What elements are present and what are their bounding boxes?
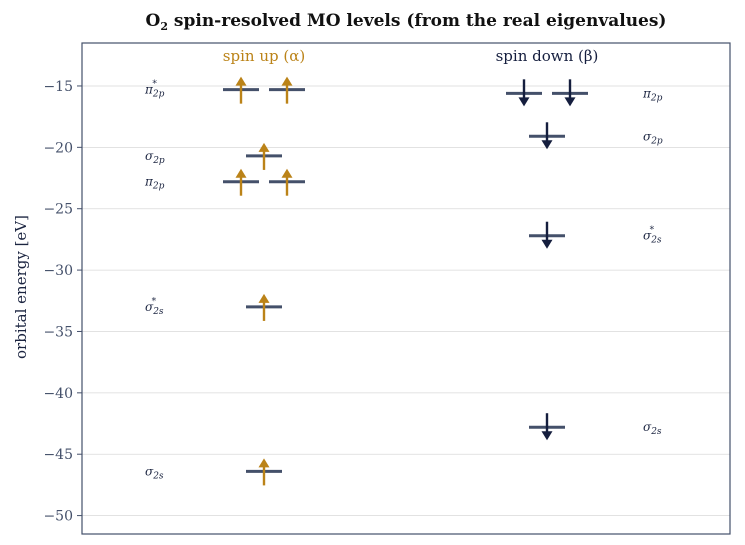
spin-up-arrow bbox=[281, 76, 293, 104]
spin-up-arrow bbox=[235, 76, 247, 104]
y-axis-ticks: −15 −20 −25 −30 −35 −40 −45 −50 bbox=[43, 79, 82, 525]
chart-title-rest: spin-resolved MO levels (from the real e… bbox=[168, 11, 667, 31]
orbital-label: σ2s* bbox=[145, 297, 164, 317]
y-tick-label: −30 bbox=[43, 263, 73, 279]
level-down: σ2s bbox=[529, 413, 662, 441]
level-up: σ2p bbox=[145, 142, 282, 170]
level-up: σ2s* bbox=[145, 293, 282, 321]
orbital-label: σ2p bbox=[643, 129, 663, 146]
spin-up-arrow bbox=[258, 458, 270, 486]
chart-title-main: O bbox=[146, 11, 161, 31]
spin-down-arrow bbox=[518, 79, 530, 107]
level-down: σ2p bbox=[529, 122, 663, 150]
level-up: π2p* bbox=[144, 76, 305, 104]
y-tick-label: −35 bbox=[43, 324, 73, 340]
spin-up-arrow bbox=[258, 142, 270, 170]
orbital-label: σ2s bbox=[145, 464, 164, 481]
y-tick-label: −50 bbox=[43, 509, 73, 525]
orbital-label: σ2s* bbox=[643, 226, 662, 246]
orbital-label: π2p bbox=[642, 86, 663, 103]
grid-lines bbox=[82, 85, 730, 516]
column-headers: spin up (α) spin down (β) bbox=[223, 47, 599, 65]
level-up: σ2s bbox=[145, 458, 282, 486]
spin-up-arrow bbox=[235, 168, 247, 196]
column-header-down: spin down (β) bbox=[496, 47, 599, 65]
orbital-label: σ2p bbox=[145, 149, 165, 166]
spin-down-arrow bbox=[541, 221, 553, 249]
level-down: σ2s* bbox=[529, 221, 662, 249]
orbital-label: σ2s bbox=[643, 420, 662, 437]
y-tick-label: −45 bbox=[43, 447, 73, 463]
spin-up-arrow bbox=[281, 168, 293, 196]
column-header-up: spin up (α) bbox=[223, 47, 305, 65]
level-down: π2p bbox=[506, 79, 663, 107]
y-tick-label: −40 bbox=[43, 386, 73, 402]
level-up: π2p bbox=[144, 168, 305, 196]
energy-levels: π2p* σ2p π2p σ2s* σ2s π2p σ2p σ2s* σ2s bbox=[144, 76, 663, 486]
spin-down-arrow bbox=[541, 122, 553, 150]
chart-title: O2 spin-resolved MO levels (from the rea… bbox=[146, 11, 667, 33]
spin-down-arrow bbox=[564, 79, 576, 107]
spin-up-arrow bbox=[258, 293, 270, 321]
spin-down-arrow bbox=[541, 413, 553, 441]
orbital-label: π2p* bbox=[144, 80, 165, 100]
y-tick-label: −15 bbox=[43, 79, 73, 95]
y-axis-label: orbital energy [eV] bbox=[12, 215, 30, 359]
plot-frame bbox=[81, 42, 731, 535]
chart-title-subscript: 2 bbox=[160, 20, 168, 33]
y-tick-label: −25 bbox=[43, 202, 73, 218]
orbital-label: π2p bbox=[144, 175, 165, 192]
y-tick-label: −20 bbox=[43, 140, 73, 156]
